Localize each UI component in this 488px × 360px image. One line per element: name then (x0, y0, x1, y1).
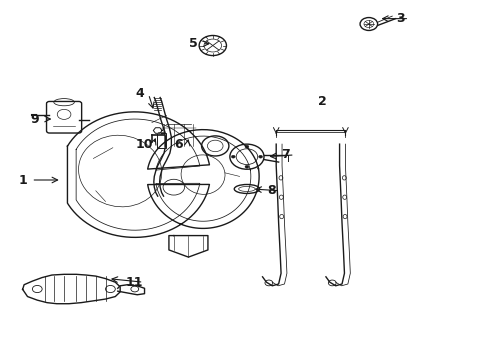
Circle shape (244, 145, 248, 148)
Text: 3: 3 (395, 12, 404, 25)
Text: 9: 9 (30, 113, 39, 126)
Text: 8: 8 (266, 184, 275, 197)
Text: 10: 10 (136, 138, 153, 150)
Text: 4: 4 (135, 87, 144, 100)
Polygon shape (153, 128, 162, 133)
Circle shape (258, 155, 262, 158)
Text: 11: 11 (126, 276, 143, 289)
Bar (157, 134, 166, 148)
Text: 2: 2 (318, 95, 326, 108)
Text: 5: 5 (188, 37, 197, 50)
Polygon shape (67, 112, 259, 237)
Circle shape (244, 165, 248, 168)
Text: 7: 7 (281, 148, 290, 161)
Text: 6: 6 (174, 138, 183, 150)
Circle shape (231, 155, 235, 158)
Polygon shape (22, 274, 120, 304)
Text: 1: 1 (18, 174, 27, 186)
Polygon shape (168, 235, 207, 257)
Polygon shape (118, 285, 144, 295)
